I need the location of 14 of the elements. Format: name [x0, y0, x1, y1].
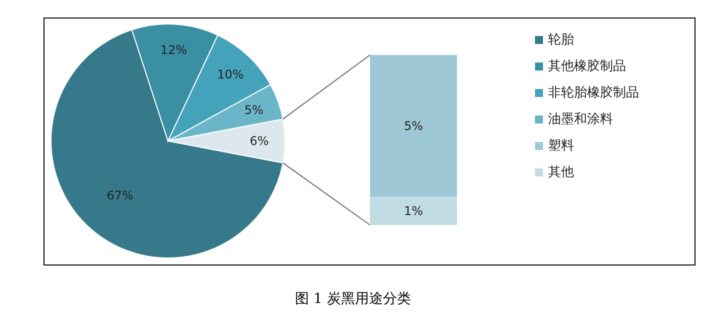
legend-label: 其他: [548, 165, 574, 180]
data-label: 5%: [404, 118, 424, 133]
legend-label: 塑料: [548, 138, 574, 154]
data-label: 12%: [160, 42, 188, 57]
data-label: 5%: [244, 103, 264, 118]
legend-label: 轮胎: [548, 32, 574, 48]
text: 图 1 炭黑用途分类: [295, 291, 411, 307]
legend-label: 油墨和涂料: [548, 112, 613, 127]
legend-label: 非轮胎橡胶制品: [548, 86, 639, 100]
data-label: 6%: [250, 134, 269, 148]
legend-label: 其他橡胶制品: [548, 59, 626, 74]
data-label: 1%: [404, 204, 424, 218]
data-label: 10%: [217, 67, 244, 82]
data-label: 67%: [106, 188, 134, 202]
